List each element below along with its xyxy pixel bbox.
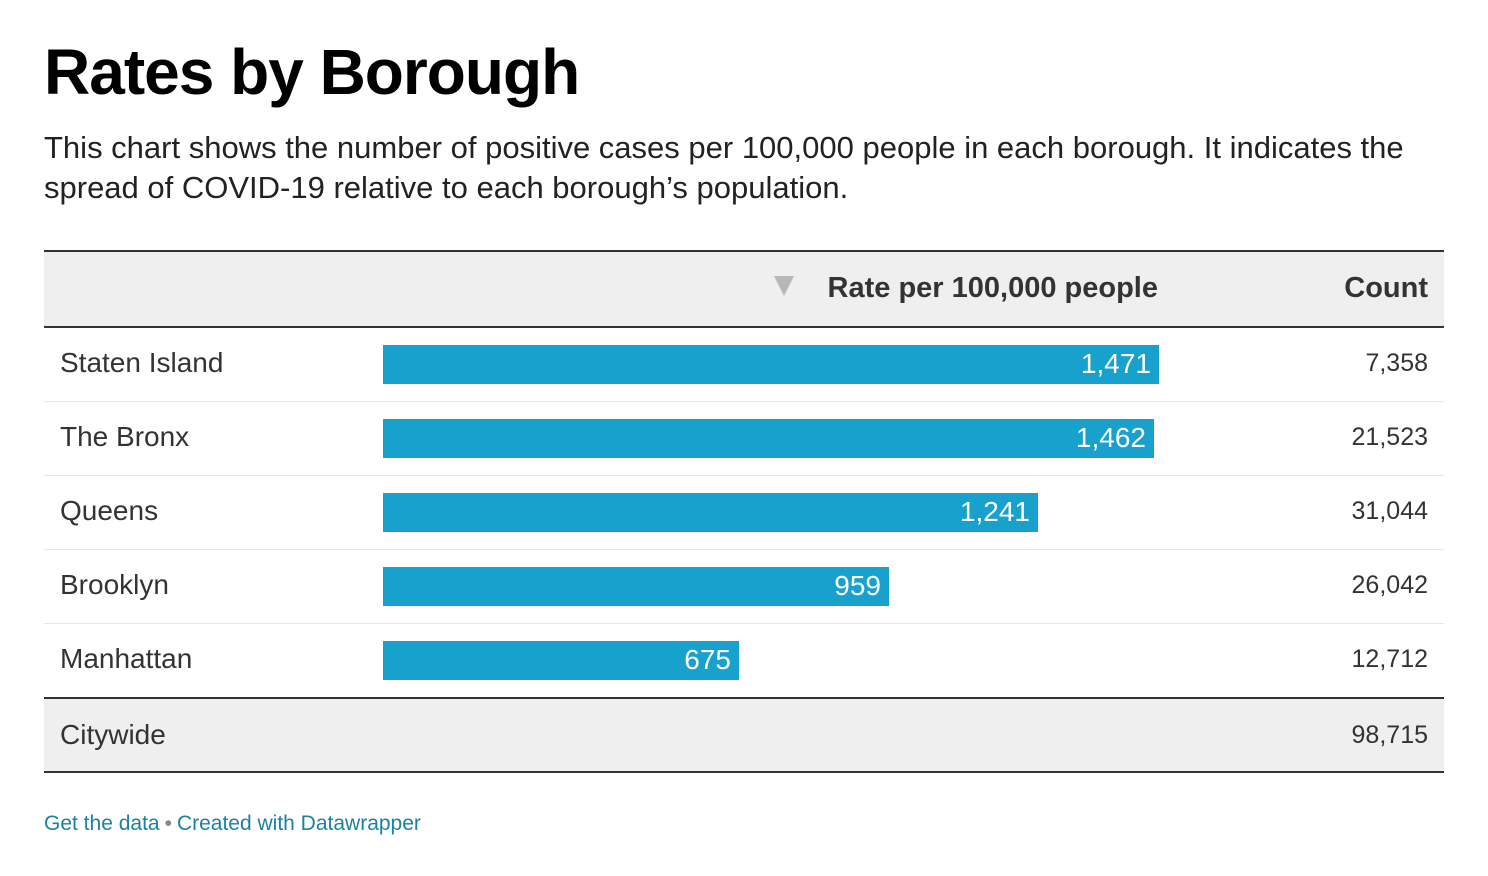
citywide-row: Citywide 98,715 [44,699,1444,773]
chart-description: This chart shows the number of positive … [44,130,1404,205]
table-header: Rate per 100,000 people Count [44,250,1444,328]
table-row: The Bronx 1,462 21,523 [44,402,1444,476]
borough-label: Manhattan [60,643,193,674]
rate-column-header[interactable]: Rate per 100,000 people [827,272,1158,304]
table-body: Staten Island 1,471 7,358 The Bronx 1,462 21,… [44,328,1444,699]
borough-label: Brooklyn [60,569,169,600]
count-value: 31,044 [1351,497,1428,525]
sort-descending-icon[interactable] [774,276,794,296]
borough-label: Staten Island [60,347,224,378]
chart-footer: Get the data • Created with Datawrapper [44,812,421,836]
rate-value-label: 1,241 [959,496,1030,527]
chart-title: Rates by Borough [44,36,580,108]
footer-separator: • [164,812,172,835]
table-row: Brooklyn 959 26,042 [44,550,1444,624]
rate-bar: 1,471 [383,345,1159,384]
datawrapper-link[interactable]: Created with Datawrapper [176,812,421,835]
rate-bar: 959 [383,567,889,606]
rate-value-label: 1,471 [1080,348,1151,379]
rate-value-label: 1,462 [1075,422,1146,453]
rate-bar: 675 [383,641,739,680]
rate-value-label: 959 [834,570,881,601]
count-value: 7,358 [1365,349,1428,377]
borough-label: The Bronx [60,421,190,452]
rates-table: Rate per 100,000 people Count Staten Isl… [44,250,1444,773]
borough-label: Queens [60,495,159,526]
citywide-count: 98,715 [1351,721,1428,749]
rate-value-label: 675 [684,644,731,675]
count-value: 21,523 [1351,423,1428,451]
table-row: Manhattan 675 12,712 [44,624,1444,699]
count-value: 12,712 [1351,645,1428,673]
rate-bar: 1,462 [383,419,1154,458]
table-row: Queens 1,241 31,044 [44,476,1444,550]
citywide-label: Citywide [60,719,166,750]
chart-container: Rates by Borough This chart shows the nu… [44,0,1444,773]
get-the-data-link[interactable]: Get the data [44,812,160,835]
rate-bar: 1,241 [383,493,1038,532]
count-value: 26,042 [1351,571,1428,599]
count-column-header[interactable]: Count [1344,272,1428,304]
table-row: Staten Island 1,471 7,358 [44,328,1444,402]
